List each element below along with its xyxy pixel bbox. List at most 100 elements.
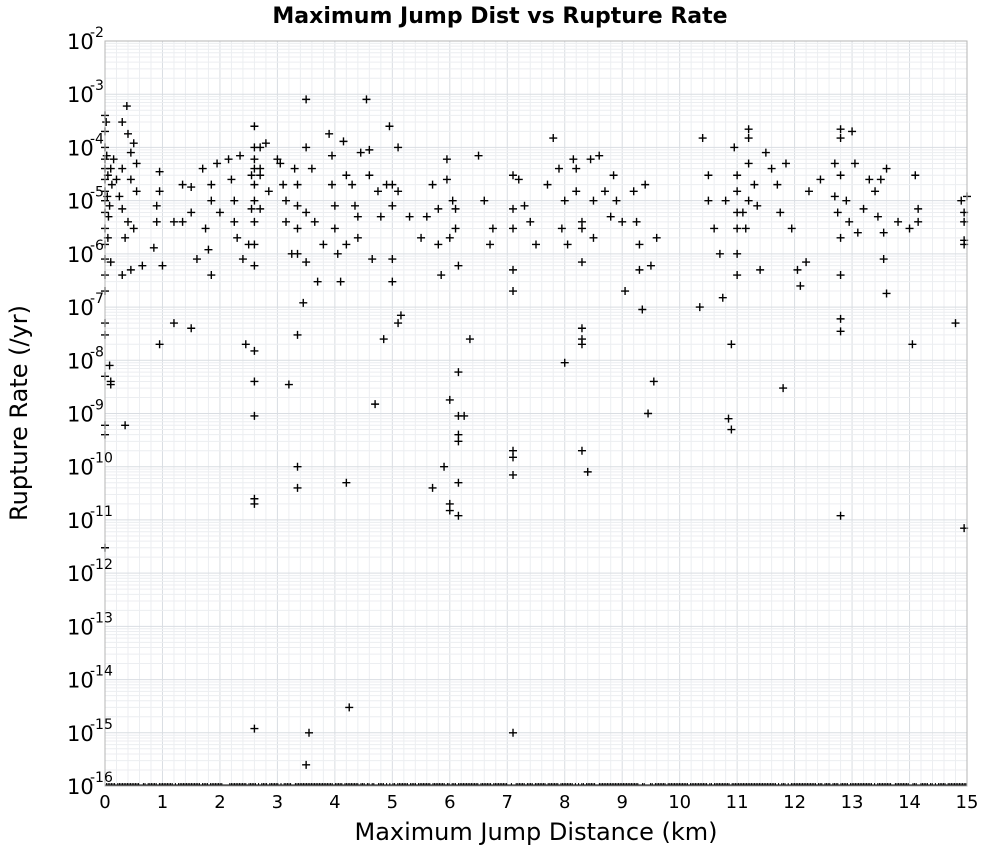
data-point xyxy=(733,249,742,258)
data-point xyxy=(842,196,851,205)
data-point xyxy=(279,180,288,189)
y-tick-base: 10 xyxy=(67,403,94,427)
data-point xyxy=(215,208,224,217)
data-point xyxy=(187,208,196,217)
x-tick-label: 11 xyxy=(726,792,749,813)
data-point xyxy=(187,324,196,333)
data-point xyxy=(112,175,121,184)
data-point xyxy=(793,265,802,274)
data-point xyxy=(121,233,130,242)
y-tick-exponent: -6 xyxy=(90,238,104,254)
data-point xyxy=(836,511,845,520)
data-point xyxy=(327,180,336,189)
data-point xyxy=(155,340,164,349)
data-point xyxy=(250,180,259,189)
data-point xyxy=(612,196,621,205)
data-point xyxy=(836,125,845,134)
y-tick-exponent: -2 xyxy=(90,25,104,41)
data-point xyxy=(753,201,762,210)
data-point xyxy=(733,187,742,196)
data-point xyxy=(454,437,463,446)
data-point xyxy=(330,201,339,210)
data-point xyxy=(836,233,845,242)
data-point xyxy=(454,511,463,520)
data-point xyxy=(365,145,374,154)
data-point xyxy=(434,240,443,249)
data-point xyxy=(572,164,581,173)
data-point xyxy=(293,180,302,189)
data-point xyxy=(250,196,259,205)
data-point xyxy=(284,380,293,389)
data-point xyxy=(635,265,644,274)
data-point xyxy=(830,159,839,168)
data-point xyxy=(138,261,147,270)
data-point xyxy=(293,330,302,339)
data-point xyxy=(371,400,380,409)
data-point xyxy=(448,196,457,205)
y-tick: 10-2 xyxy=(67,25,104,54)
x-tick-label: 6 xyxy=(444,792,455,813)
data-point xyxy=(833,208,842,217)
y-tick-base: 10 xyxy=(67,136,94,160)
data-point xyxy=(600,187,609,196)
data-point xyxy=(152,201,161,210)
data-point xyxy=(710,224,719,233)
data-point xyxy=(445,233,454,242)
data-point xyxy=(333,249,342,258)
x-tick-label: 12 xyxy=(783,792,806,813)
data-point xyxy=(115,192,124,201)
data-point xyxy=(126,175,135,184)
data-point xyxy=(437,271,446,280)
data-point xyxy=(192,255,201,264)
data-point xyxy=(368,255,377,264)
data-point xyxy=(282,196,291,205)
y-tick: 10-16 xyxy=(67,770,113,799)
data-point xyxy=(621,287,630,296)
data-point xyxy=(721,196,730,205)
data-point xyxy=(744,196,753,205)
data-point xyxy=(356,148,365,157)
data-point xyxy=(129,224,138,233)
data-point xyxy=(276,159,285,168)
data-point xyxy=(178,217,187,226)
data-point xyxy=(233,233,242,242)
data-point xyxy=(905,224,914,233)
data-point xyxy=(102,151,111,160)
data-point xyxy=(908,340,917,349)
data-point xyxy=(804,187,813,196)
data-point xyxy=(256,204,265,213)
y-tick-base: 10 xyxy=(67,775,94,799)
data-point xyxy=(744,125,753,134)
data-point xyxy=(876,175,885,184)
y-tick-base: 10 xyxy=(67,349,94,373)
data-point xyxy=(388,180,397,189)
y-tick-base: 10 xyxy=(67,562,94,586)
data-point xyxy=(836,271,845,280)
data-point xyxy=(336,277,345,286)
data-point xyxy=(914,204,923,213)
data-point xyxy=(293,201,302,210)
data-point xyxy=(373,187,382,196)
y-tick-base: 10 xyxy=(67,509,94,533)
data-point xyxy=(557,224,566,233)
data-point xyxy=(724,414,733,423)
grid xyxy=(104,40,968,787)
data-point xyxy=(282,217,291,226)
data-point xyxy=(405,212,414,221)
y-tick: 10-15 xyxy=(67,717,113,746)
data-point xyxy=(718,293,727,302)
x-tick-label: 3 xyxy=(272,792,283,813)
data-point xyxy=(606,212,615,221)
data-point xyxy=(250,217,259,226)
data-point xyxy=(882,164,891,173)
data-point xyxy=(350,201,359,210)
y-tick-exponent: -16 xyxy=(90,770,113,786)
y-tick-base: 10 xyxy=(67,190,94,214)
y-tick-exponent: -7 xyxy=(90,291,104,307)
data-point xyxy=(646,261,655,270)
y-tick-base: 10 xyxy=(67,722,94,746)
data-point xyxy=(715,249,724,258)
data-point xyxy=(442,155,451,164)
data-point xyxy=(198,164,207,173)
data-point xyxy=(325,129,334,138)
